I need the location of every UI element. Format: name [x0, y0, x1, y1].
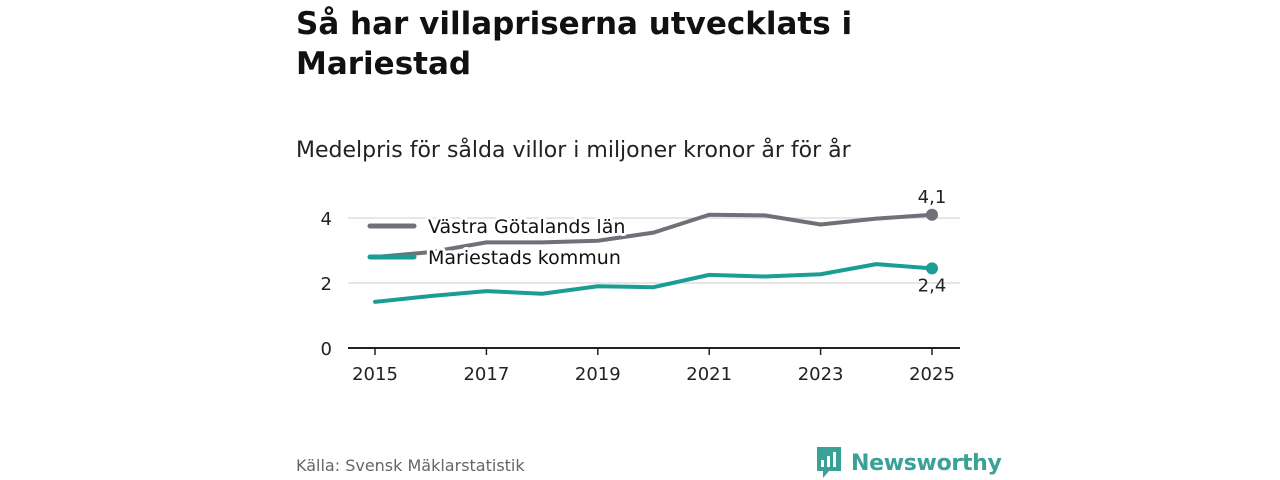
- legend-label: Västra Götalands län: [428, 216, 625, 238]
- x-tick-label: 2019: [575, 364, 621, 385]
- end-value-label: 2,4: [918, 275, 947, 296]
- series-line-mariestad: [373, 262, 934, 304]
- line-chart: 0 2 4 2015 2017 2019 2021 2023 2025 Västra Götala…: [321, 187, 960, 385]
- chart-subtitle: Medelpris för sålda villor i miljoner kr…: [296, 138, 851, 163]
- x-tick-label: 2023: [798, 364, 844, 385]
- y-tick-label: 2: [321, 274, 332, 295]
- newsworthy-logo-icon: [817, 447, 841, 478]
- end-point-marker: [926, 208, 938, 221]
- series-line-vastra-gotaland: [373, 212, 934, 259]
- x-tick-label: 2025: [909, 364, 955, 385]
- x-tick-label: 2015: [352, 364, 398, 385]
- source-note: Källa: Svensk Mäklarstatistik: [296, 456, 525, 475]
- brand-logo: Newsworthy: [815, 446, 1002, 480]
- end-point-marker: [926, 262, 938, 275]
- brand-name: Newsworthy: [851, 450, 1002, 476]
- x-tick-label: 2017: [463, 364, 509, 385]
- legend-label: Mariestads kommun: [428, 247, 621, 269]
- chart-title: Så har villapriserna utvecklats i Maries…: [296, 6, 853, 82]
- end-value-label: 4,1: [918, 187, 947, 208]
- x-tick-label: 2021: [686, 364, 732, 385]
- y-tick-label: 4: [321, 209, 332, 230]
- y-tick-label: 0: [321, 339, 332, 360]
